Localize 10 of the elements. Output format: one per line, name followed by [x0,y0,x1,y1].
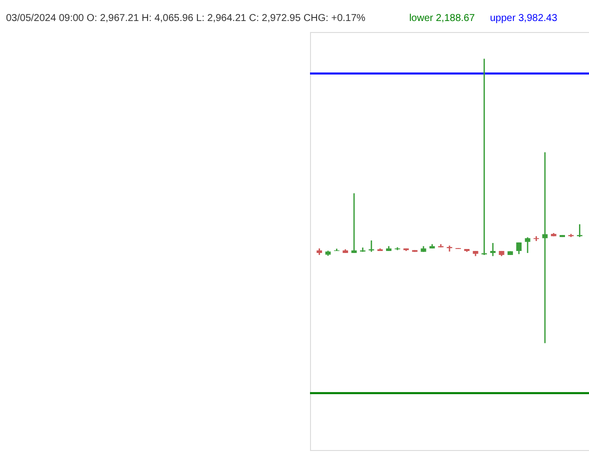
candlestick [524,236,530,254]
candlestick [542,152,548,344]
text: 03/05/2024 09:00 O: 2,967.21 H: 4,065.96 L: 2,964.21 C: 2,972.95 CHG: +0.17% [6,13,366,24]
ref-line-label: lower 2,188.67 [409,13,476,24]
candlestick [482,58,487,256]
ref-line-label: upper 3,982.43 [490,13,558,24]
candlestick [334,248,340,252]
candlestick [534,236,539,242]
candlestick [351,192,357,254]
candlestick [490,242,496,257]
